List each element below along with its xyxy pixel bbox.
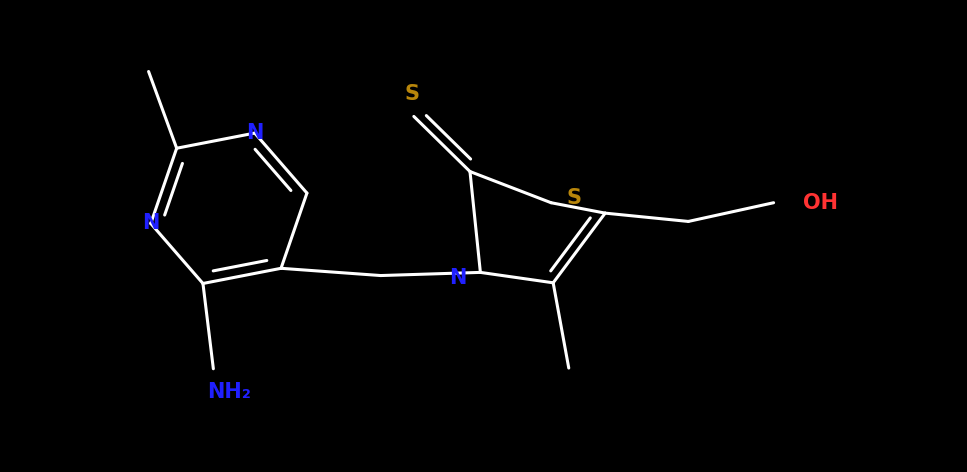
Text: N: N xyxy=(142,213,160,234)
Text: S: S xyxy=(567,187,581,208)
Text: S: S xyxy=(404,84,420,103)
Text: N: N xyxy=(449,268,466,287)
Text: N: N xyxy=(246,123,263,143)
Text: NH₂: NH₂ xyxy=(207,382,250,402)
Text: OH: OH xyxy=(803,193,837,213)
